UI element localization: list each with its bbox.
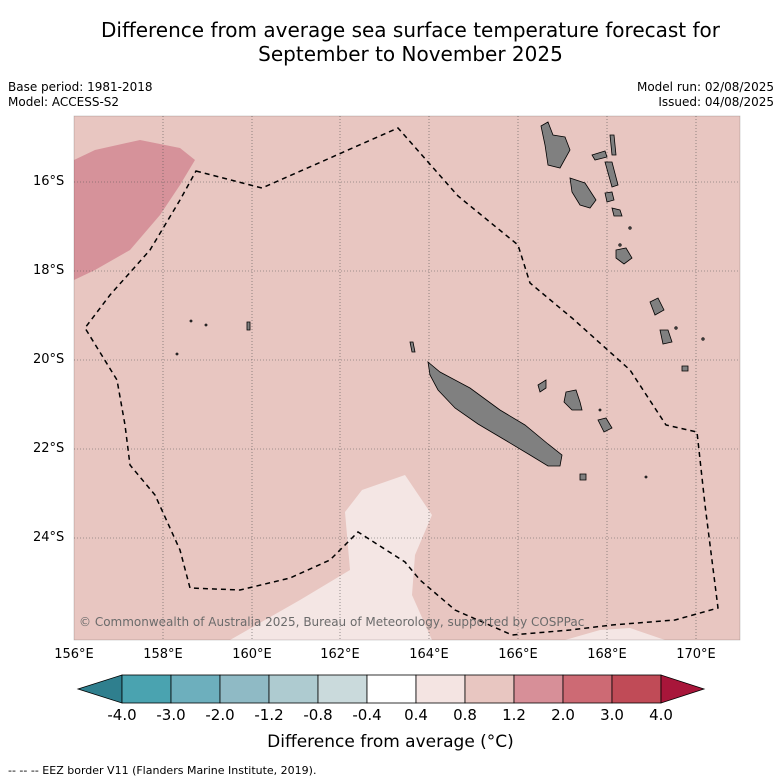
small-island (701, 337, 705, 341)
vanuatu-aneityum-island (681, 365, 689, 372)
colorbar-title: Difference from average (°C) (267, 732, 514, 752)
colorbar-low-extend (76, 674, 123, 704)
warm-anomaly-patch (74, 140, 195, 280)
map-frame (73, 115, 741, 641)
colorbar-tick-label: -0.8 (303, 706, 333, 724)
chesterfield-island (246, 321, 251, 331)
vanuatu-tanna-island (659, 329, 673, 345)
colorbar-bin (268, 674, 319, 704)
colorbar-bin (562, 674, 613, 704)
colorbar-bin (121, 674, 172, 704)
lon-label: 160°E (232, 647, 272, 662)
small-island (644, 475, 648, 479)
colorbar-tick-label: -1.2 (254, 706, 284, 724)
colorbar-bin (219, 674, 270, 704)
colorbar-tick-label: -3.0 (156, 706, 186, 724)
colorbar-bin (170, 674, 221, 704)
isle-of-pines-island (579, 473, 587, 481)
colorbar-tick-label: 2.0 (551, 706, 575, 724)
colorbar-tick-label: -2.0 (205, 706, 235, 724)
small-island (204, 323, 208, 327)
map-title: Difference from average sea surface temp… (0, 18, 781, 66)
new-caledonia-island (427, 361, 563, 467)
lon-label: 158°E (143, 647, 183, 662)
colorbar-bin (366, 674, 417, 704)
colorbar-tick-label: 1.2 (502, 706, 526, 724)
lat-label: 24°S (33, 530, 65, 545)
vanuatu-erromango-island (649, 297, 665, 316)
vanuatu-efate-island (615, 247, 633, 265)
colorbar-bin (415, 674, 466, 704)
vanuatu-maewo-island (609, 134, 617, 156)
lat-label: 18°S (33, 263, 65, 278)
copyright-notice: © Commonwealth of Australia 2025, Bureau… (79, 615, 585, 629)
colorbar-bin (513, 674, 564, 704)
weak-anomaly-patch-east (565, 628, 665, 640)
vanuatu-ambae-island (591, 150, 608, 161)
title-line-2: September to November 2025 (258, 42, 563, 66)
vanuatu-espiritu-santo-island (540, 121, 571, 169)
model-run: Model run: 02/08/2025 (636, 80, 774, 94)
lon-label: 162°E (320, 647, 360, 662)
vanuatu-epi-island (604, 191, 615, 203)
vanuatu-shepherd-islands (611, 207, 623, 217)
issued-date: Issued: 04/08/2025 (658, 95, 774, 109)
colorbar-high-extend (660, 674, 706, 704)
loyalty-ouvea-island (537, 379, 547, 393)
base-period: Base period: 1981-2018 (8, 80, 153, 94)
small-island (628, 226, 632, 230)
graticule (74, 116, 740, 640)
lon-label: 166°E (498, 647, 538, 662)
colorbar (76, 674, 706, 704)
colorbar-tick-label: -0.4 (352, 706, 382, 724)
eez-footnote: -- -- -- EEZ border V11 (Flanders Marine… (8, 764, 317, 777)
small-island (175, 352, 179, 356)
colorbar-bin (464, 674, 515, 704)
eez-border (84, 127, 719, 636)
colorbar-tick-label: 3.0 (600, 706, 624, 724)
lon-label: 170°E (676, 647, 716, 662)
colorbar-bin (611, 674, 662, 704)
lon-label: 156°E (54, 647, 94, 662)
colorbar-bin (317, 674, 368, 704)
lat-label: 16°S (33, 174, 65, 189)
loyalty-mare-island (597, 417, 613, 433)
small-island (618, 243, 622, 247)
lat-label: 22°S (33, 441, 65, 456)
lon-label: 168°E (587, 647, 627, 662)
small-island (674, 326, 678, 330)
colorbar-tick-label: 0.8 (453, 706, 477, 724)
lon-label: 164°E (409, 647, 449, 662)
vanuatu-malekula-island (569, 177, 597, 209)
colorbar-tick-label: 4.0 (649, 706, 673, 724)
title-line-1: Difference from average sea surface temp… (100, 18, 720, 42)
loyalty-lifou-island (563, 389, 583, 411)
land-masses (175, 121, 705, 481)
small-island (598, 408, 602, 412)
weak-anomaly-patch (230, 475, 432, 640)
vanuatu-pentecost-island (604, 161, 619, 188)
small-island (189, 319, 193, 323)
meta-right: Model run: 02/08/2025 Issued: 04/08/2025 (637, 80, 774, 110)
colorbar-tick-label: -4.0 (107, 706, 137, 724)
lat-label: 20°S (33, 352, 65, 367)
model-name: Model: ACCESS-S2 (8, 95, 120, 109)
colorbar-tick-label: 0.4 (404, 706, 428, 724)
meta-left: Base period: 1981-2018 Model: ACCESS-S2 (8, 80, 153, 110)
belep-islands (409, 341, 416, 353)
